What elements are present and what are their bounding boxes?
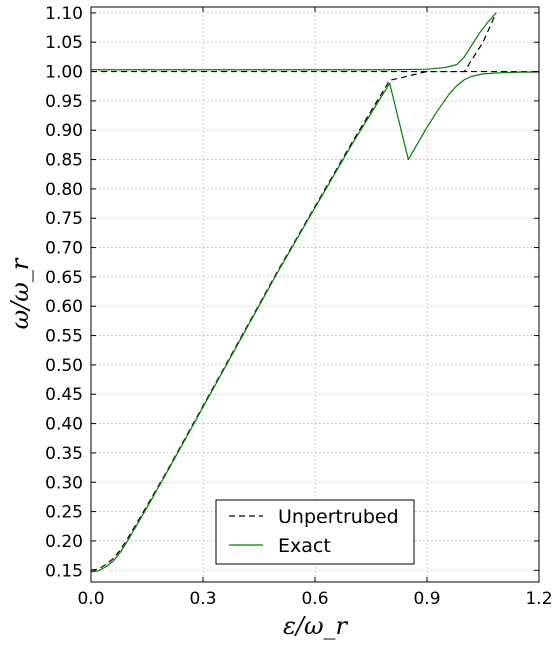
x-tick-label: 0.0 <box>77 589 104 609</box>
series-line-exact-1 <box>91 12 497 71</box>
legend-label-unperturbed: Unpertrubed <box>278 506 399 528</box>
y-tick-label: 1.10 <box>45 4 83 24</box>
y-tick-labels: 0.15 0.20 0.25 0.30 0.35 0.40 0.45 0.50 0.55 0.60… <box>45 4 83 581</box>
y-tick-label: 0.30 <box>45 473 83 493</box>
y-tick-label: 1.00 <box>45 63 83 83</box>
y-tick-label: 0.75 <box>45 209 83 229</box>
y-tick-label: 0.20 <box>45 532 83 552</box>
y-tick-label: 0.50 <box>45 356 83 376</box>
x-axis-label: ε/ω_r <box>283 612 349 640</box>
y-tick-label: 0.25 <box>45 503 83 523</box>
ticks <box>90 7 540 582</box>
x-tick-label: 0.9 <box>413 589 440 609</box>
series-layer <box>90 12 539 573</box>
series-line-exact-0 <box>90 71 539 573</box>
y-tick-label: 0.90 <box>45 121 83 141</box>
y-tick-label: 0.70 <box>45 239 83 259</box>
y-tick-label: 0.15 <box>45 561 83 581</box>
x-tick-label: 0.6 <box>301 589 328 609</box>
y-tick-label: 0.40 <box>45 415 83 435</box>
plot-background <box>91 7 539 582</box>
y-tick-label: 0.35 <box>45 444 83 464</box>
y-tick-label: 1.05 <box>45 33 83 53</box>
y-axis-label: ω/ω_r <box>6 257 34 329</box>
y-tick-label: 0.55 <box>45 327 83 347</box>
y-tick-label: 0.65 <box>45 268 83 288</box>
legend-label-exact: Exact <box>278 535 331 557</box>
y-tick-label: 0.85 <box>45 151 83 171</box>
y-tick-label: 0.60 <box>45 297 83 317</box>
legend-box <box>215 499 415 565</box>
y-tick-label: 0.80 <box>45 180 83 200</box>
legend: Unpertrubed Exact <box>215 499 415 565</box>
y-tick-label: 0.95 <box>45 92 83 112</box>
x-tick-label: 1.2 <box>525 589 552 609</box>
x-tick-labels: 0.0 0.3 0.6 0.9 1.2 <box>77 589 552 609</box>
x-tick-label: 0.3 <box>189 589 216 609</box>
y-tick-label: 0.45 <box>45 385 83 405</box>
